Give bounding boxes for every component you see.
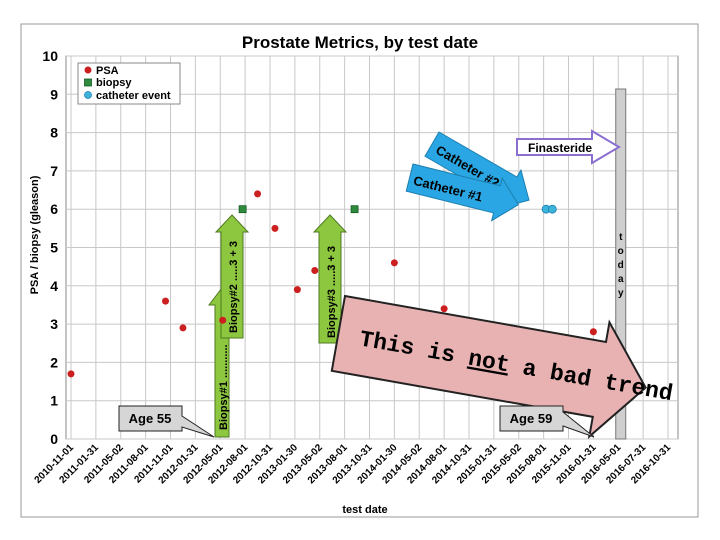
today-letter: d bbox=[618, 260, 624, 271]
today-bar bbox=[615, 88, 627, 440]
chart-title: Prostate Metrics, by test date bbox=[242, 33, 478, 52]
biopsy-callouts: Biopsy#1 ........... Biopsy#2 .....3 + 3… bbox=[207, 214, 348, 438]
y-tick-label: 1 bbox=[50, 393, 58, 409]
psa-point bbox=[311, 266, 319, 274]
psa-point bbox=[293, 286, 301, 294]
x-axis-label: test date bbox=[342, 504, 387, 516]
y-tick-label: 0 bbox=[50, 431, 58, 447]
y-tick-label: 5 bbox=[50, 240, 58, 256]
psa-point bbox=[589, 328, 597, 336]
psa-point bbox=[67, 370, 75, 378]
biopsy-point bbox=[238, 205, 247, 214]
finasteride-label: Finasteride bbox=[528, 141, 592, 155]
legend-catheter-marker bbox=[84, 91, 92, 99]
data-markers bbox=[67, 190, 597, 378]
today-letter: a bbox=[618, 274, 624, 285]
y-tick-label: 2 bbox=[50, 354, 58, 370]
psa-point bbox=[271, 224, 279, 232]
age-end-callout: Age 59 bbox=[499, 405, 595, 438]
psa-point bbox=[440, 305, 448, 313]
biopsy-2-arrow bbox=[214, 214, 250, 339]
y-axis-label: PSA / biopsy (gleason) bbox=[29, 175, 41, 294]
legend-psa-marker bbox=[84, 66, 92, 74]
age-end-label: Age 59 bbox=[510, 411, 553, 426]
psa-point bbox=[162, 297, 170, 305]
catheter-1-arrow bbox=[405, 163, 519, 222]
legend: PSA biopsy catheter event bbox=[77, 62, 181, 105]
legend-psa-label: PSA bbox=[96, 65, 119, 77]
biopsy-1-label: Biopsy#1 ........... bbox=[218, 344, 230, 430]
biopsy-3-label: Biopsy#3 .....3 + 3 bbox=[326, 246, 338, 338]
age-start-label: Age 55 bbox=[129, 411, 172, 426]
finasteride-arrow bbox=[516, 129, 621, 165]
y-tick-label: 8 bbox=[50, 125, 58, 141]
biopsy-2-label: Biopsy#2 .....3 + 3 bbox=[228, 241, 240, 333]
age-start-callout: Age 55 bbox=[118, 405, 215, 438]
today-letter: y bbox=[618, 288, 624, 299]
age-start-box bbox=[118, 405, 215, 438]
trend-arrow bbox=[330, 294, 647, 440]
legend-biopsy-label: biopsy bbox=[96, 77, 132, 89]
psa-point bbox=[254, 190, 262, 198]
legend-box bbox=[77, 62, 181, 105]
legend-biopsy-marker bbox=[84, 78, 92, 87]
y-tick-label: 6 bbox=[50, 201, 58, 217]
psa-point bbox=[179, 324, 187, 332]
y-tick-label: 3 bbox=[50, 316, 58, 332]
y-tick-label: 4 bbox=[50, 278, 58, 294]
y-tick-labels: 0 1 2 3 4 5 6 7 8 9 10 bbox=[42, 48, 58, 447]
y-tick-label: 7 bbox=[50, 163, 58, 179]
y-tick-label: 10 bbox=[42, 48, 58, 64]
catheter-callouts: Catheter #2 Catheter #1 bbox=[405, 131, 530, 222]
psa-point bbox=[390, 259, 398, 267]
today-letter: t bbox=[619, 232, 623, 243]
catheter-point bbox=[547, 204, 557, 214]
today-letter: o bbox=[618, 246, 624, 257]
biopsy-point bbox=[350, 205, 359, 214]
psa-point bbox=[219, 316, 227, 324]
legend-catheter-label: catheter event bbox=[96, 90, 171, 102]
finasteride-callout: Finasteride bbox=[516, 129, 621, 165]
y-tick-label: 9 bbox=[50, 86, 58, 102]
age-end-box bbox=[499, 405, 595, 438]
trend-callout: This is not a bad trend bbox=[330, 294, 675, 440]
